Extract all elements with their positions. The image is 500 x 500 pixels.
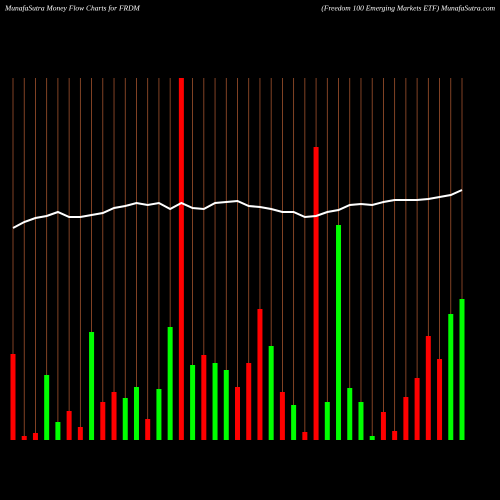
- bar: [10, 354, 16, 440]
- bar: [100, 402, 106, 440]
- bar: [246, 363, 252, 440]
- bar: [414, 378, 420, 440]
- bar: [89, 332, 95, 440]
- price-line: [12, 189, 463, 229]
- bar: [448, 314, 454, 440]
- bar: [111, 392, 117, 440]
- bar: [358, 402, 364, 440]
- bar: [425, 336, 431, 440]
- bar: [380, 412, 386, 440]
- bar: [167, 327, 173, 440]
- bar: [223, 370, 229, 440]
- bar: [291, 405, 297, 440]
- bar: [44, 375, 50, 440]
- bar: [145, 419, 151, 440]
- bar: [437, 359, 443, 440]
- bar: [133, 387, 139, 440]
- bar: [178, 78, 184, 440]
- bar: [201, 355, 207, 440]
- bar: [459, 299, 465, 440]
- bar: [32, 433, 38, 440]
- bar: [369, 436, 375, 440]
- bar: [190, 365, 196, 440]
- bar: [336, 225, 342, 440]
- chart-title: MunafaSutra Money Flow Charts for FRDM: [4, 4, 141, 13]
- bar: [235, 387, 240, 440]
- bar: [302, 432, 308, 440]
- bar: [212, 363, 218, 440]
- bar: [257, 309, 263, 440]
- bar: [122, 398, 128, 440]
- bar: [403, 397, 409, 440]
- bar: [268, 346, 274, 440]
- chart-subtitle: (Freedom 100 Emerging Markets ETF) Munaf…: [321, 4, 495, 13]
- bar: [347, 388, 353, 440]
- bar: [324, 402, 330, 440]
- bar: [156, 389, 162, 440]
- bar: [21, 436, 27, 440]
- bar: [313, 147, 319, 440]
- bar: [77, 427, 83, 440]
- bar: [392, 431, 398, 440]
- bar: [279, 392, 285, 440]
- bar: [66, 411, 72, 440]
- bar: [55, 422, 61, 440]
